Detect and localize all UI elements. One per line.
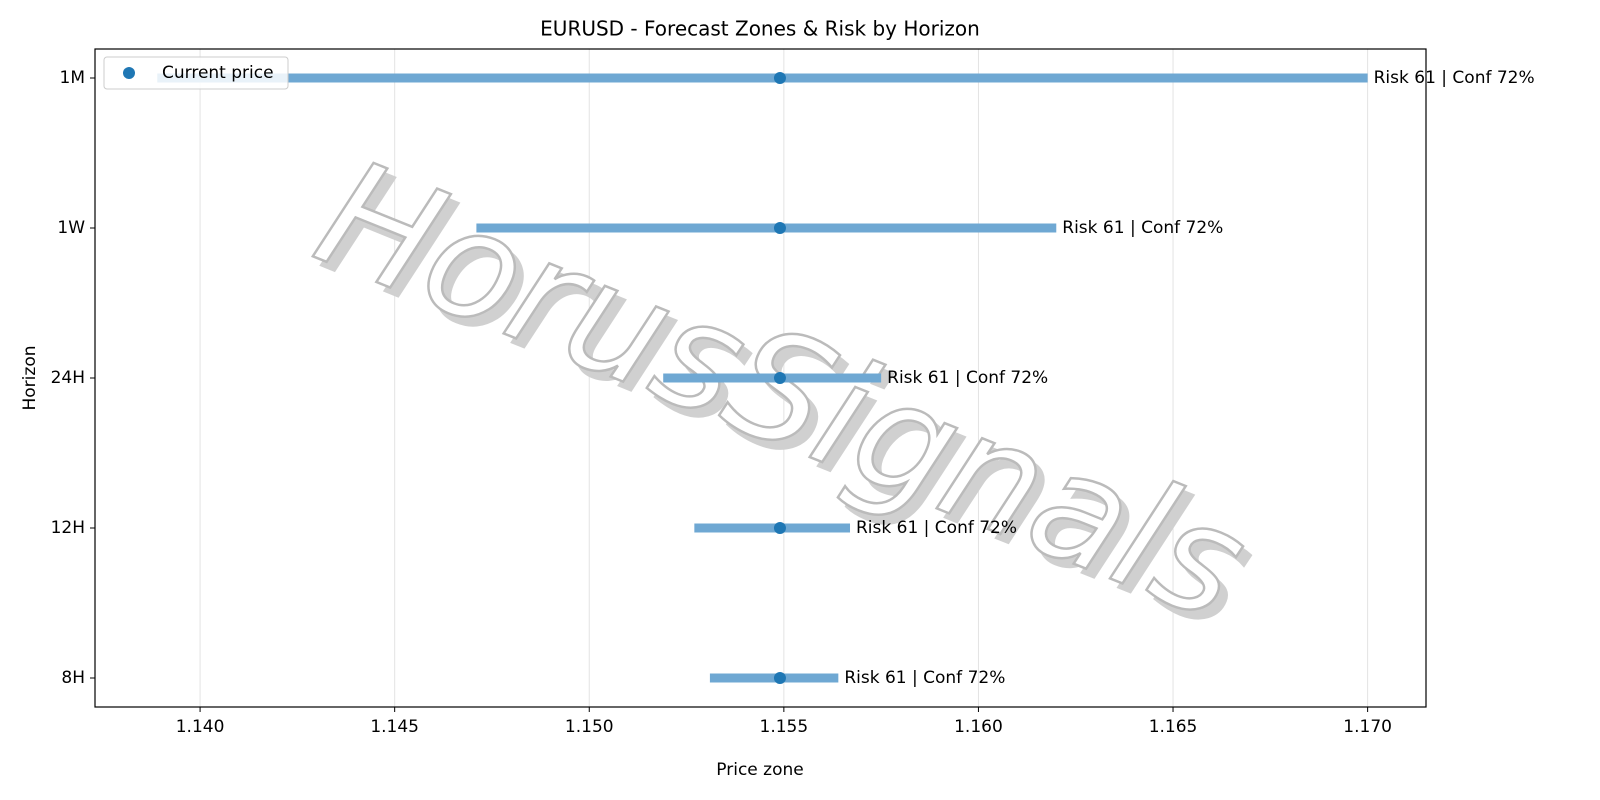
x-tick-label: 1.155 [760,717,809,737]
x-tick-label: 1.160 [954,717,1003,737]
x-tick-label: 1.170 [1343,717,1392,737]
forecast-zone [663,373,882,383]
forecast-zone [694,523,851,533]
x-tick-label: 1.140 [176,717,225,737]
plot: Risk 61 | Conf 72% Risk 61 | Conf 72% Risk… [157,68,1535,688]
x-tick-label: 1.165 [1149,717,1198,737]
watermark: HorusSignals [296,127,1268,655]
forecast-zone [476,223,1057,233]
current-price-point [773,372,786,384]
zone-annotation: Risk 61 | Conf 72% [1062,218,1223,238]
forecast-zone [157,73,1368,83]
legend: Current price [103,56,289,90]
x-axis-label: Price zone [716,760,803,780]
grid [199,49,1369,707]
x-tick-label: 1.145 [370,717,419,737]
current-price-point [773,222,786,234]
x-tick-label: 1.150 [565,717,614,737]
chart-title: EURUSD - Forecast Zones & Risk by Horizo… [540,17,980,41]
legend-box [103,56,289,90]
y-axis-label: Horizon [20,346,40,411]
y-tick-label: 12H [51,518,85,538]
legend-marker [123,67,135,79]
y-tick-label: 1M [60,68,85,88]
y-tick-label: 1W [57,218,85,238]
current-price-point [773,522,786,534]
current-price-point [773,672,786,684]
legend-label: Current price [162,63,274,83]
zone-annotation: Risk 61 | Conf 72% [887,368,1048,388]
y-tick-label: 8H [61,668,85,688]
y-tick-label: 24H [51,368,85,388]
zone-annotation: Risk 61 | Conf 72% [1374,68,1535,88]
zone-annotation: Risk 61 | Conf 72% [856,518,1017,538]
watermark-group: HorusSignals HorusSignals [294,126,1277,665]
zone-annotation: Risk 61 | Conf 72% [844,668,1005,688]
current-price-point [773,72,786,84]
